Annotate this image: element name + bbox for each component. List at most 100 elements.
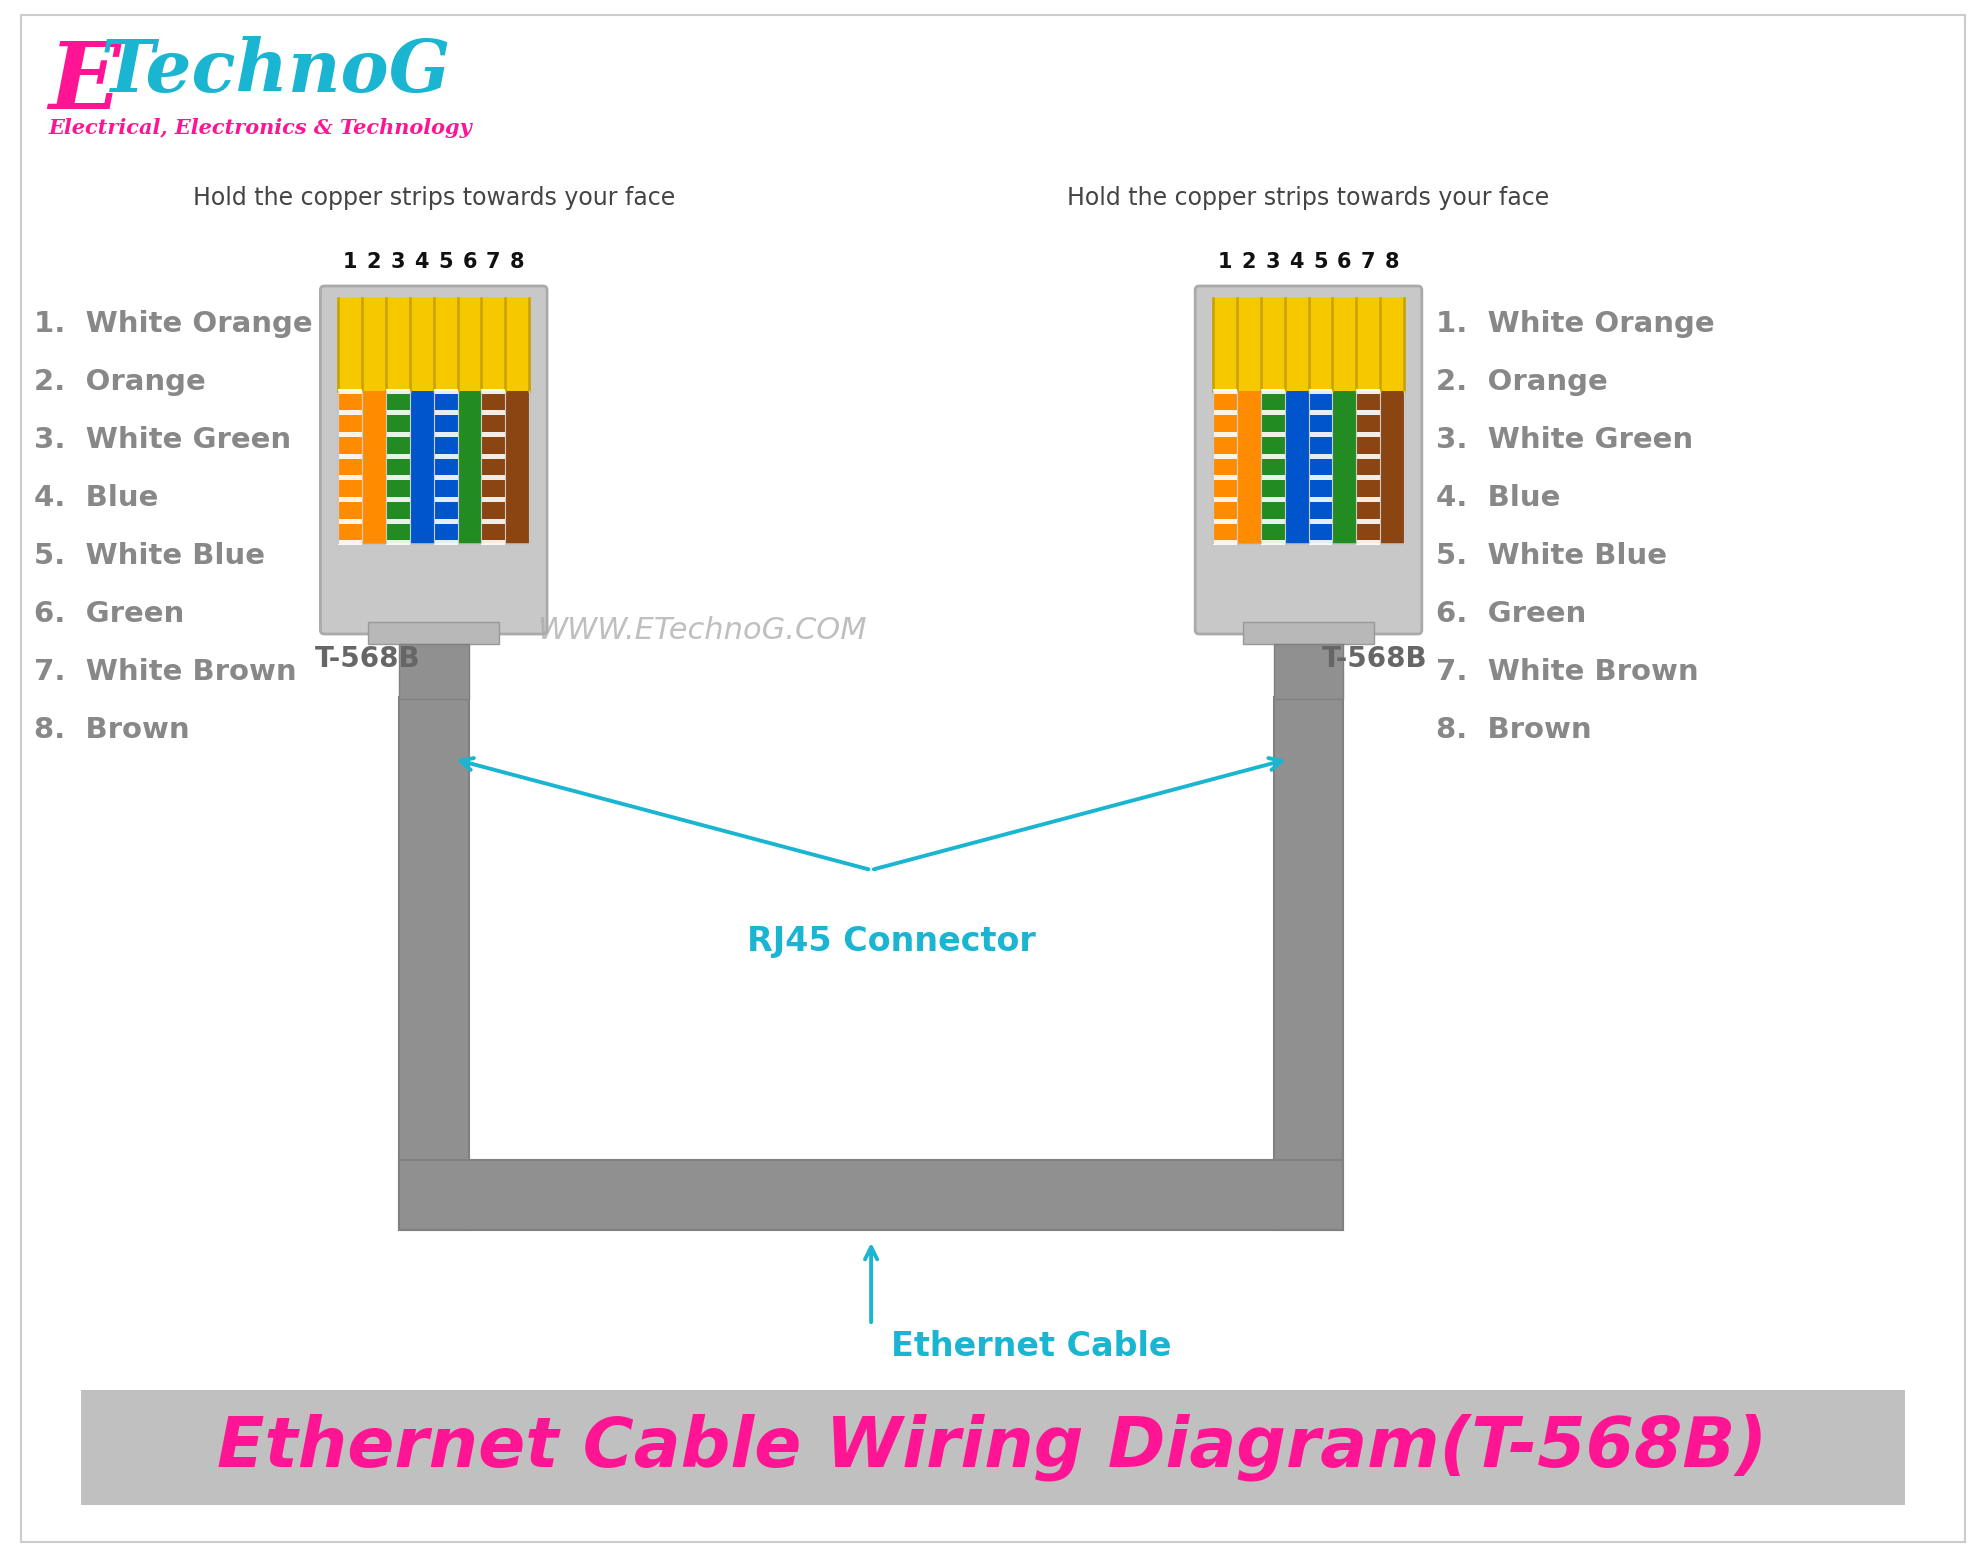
Text: 5.  White Blue: 5. White Blue — [1435, 542, 1667, 570]
Bar — [1308, 409, 1332, 416]
Text: Hold the copper strips towards your face: Hold the copper strips towards your face — [1068, 185, 1550, 210]
Bar — [482, 518, 506, 523]
Text: 7: 7 — [486, 252, 500, 272]
Text: 8: 8 — [510, 252, 524, 272]
Bar — [385, 497, 409, 501]
Bar — [1308, 540, 1332, 545]
Bar — [337, 391, 361, 543]
Bar — [433, 409, 459, 416]
Text: E: E — [48, 37, 119, 128]
Bar — [1260, 540, 1284, 545]
Text: 1.  White Orange: 1. White Orange — [1435, 310, 1715, 338]
Bar — [1274, 645, 1344, 699]
Bar — [433, 389, 459, 394]
Text: 2.  Orange: 2. Orange — [34, 367, 206, 395]
Text: 5: 5 — [439, 252, 453, 272]
Text: 1.  White Orange: 1. White Orange — [34, 310, 314, 338]
Bar — [1213, 453, 1237, 459]
Bar — [1274, 698, 1344, 1230]
Bar — [482, 540, 506, 545]
Text: 2: 2 — [1241, 252, 1257, 272]
Text: 7: 7 — [1362, 252, 1376, 272]
Bar — [482, 497, 506, 501]
Bar — [1237, 391, 1260, 543]
Bar — [1260, 391, 1284, 543]
Text: 6.  Green: 6. Green — [1435, 599, 1586, 627]
Bar — [337, 453, 361, 459]
Text: 6: 6 — [1338, 252, 1352, 272]
Bar — [1356, 475, 1380, 480]
Text: 4.  Blue: 4. Blue — [34, 484, 159, 512]
Bar — [1260, 389, 1284, 394]
Bar — [367, 621, 500, 645]
Bar — [385, 475, 409, 480]
Bar — [1356, 453, 1380, 459]
Bar — [1213, 497, 1237, 501]
Bar — [482, 409, 506, 416]
Text: RJ45 Connector: RJ45 Connector — [746, 925, 1036, 958]
Text: 3: 3 — [391, 252, 405, 272]
Text: T-568B: T-568B — [1322, 645, 1427, 673]
Bar — [1356, 391, 1380, 543]
Bar — [433, 518, 459, 523]
Text: Ethernet Cable Wiring Diagram(T-568B): Ethernet Cable Wiring Diagram(T-568B) — [216, 1414, 1767, 1481]
Text: 8: 8 — [1386, 252, 1399, 272]
FancyBboxPatch shape — [1195, 286, 1421, 634]
Bar — [482, 389, 506, 394]
Bar — [337, 297, 530, 543]
Bar — [1213, 409, 1237, 416]
Bar — [361, 391, 385, 543]
Bar — [337, 389, 361, 394]
Text: TechnoG: TechnoG — [101, 36, 451, 107]
Bar — [482, 391, 506, 543]
Text: 8.  Brown: 8. Brown — [1435, 716, 1592, 744]
Bar — [433, 475, 459, 480]
Bar — [385, 391, 409, 543]
Text: 6: 6 — [463, 252, 476, 272]
Bar — [1308, 497, 1332, 501]
Bar — [433, 540, 459, 545]
Bar — [337, 475, 361, 480]
Bar — [506, 391, 530, 543]
Bar — [337, 431, 361, 438]
Text: 8.  Brown: 8. Brown — [34, 716, 191, 744]
Text: 3: 3 — [1266, 252, 1280, 272]
Bar — [1356, 518, 1380, 523]
Bar — [385, 409, 409, 416]
Bar — [385, 518, 409, 523]
Bar — [1213, 431, 1237, 438]
Bar — [1308, 431, 1332, 438]
Bar — [1260, 431, 1284, 438]
Text: 7.  White Brown: 7. White Brown — [34, 659, 296, 687]
Bar — [1356, 497, 1380, 501]
Bar — [1308, 389, 1332, 394]
Bar — [482, 475, 506, 480]
Bar — [337, 518, 361, 523]
Bar — [1260, 409, 1284, 416]
Bar — [1260, 497, 1284, 501]
Bar — [1356, 389, 1380, 394]
Bar — [1213, 518, 1237, 523]
Text: 3.  White Green: 3. White Green — [34, 427, 292, 455]
Bar — [1308, 391, 1332, 543]
Bar — [1213, 540, 1237, 545]
Bar — [1260, 518, 1284, 523]
Text: Electrical, Electronics & Technology: Electrical, Electronics & Technology — [48, 118, 472, 139]
Text: 3.  White Green: 3. White Green — [1435, 427, 1693, 455]
Bar — [433, 391, 459, 543]
Text: T-568B: T-568B — [314, 645, 421, 673]
Bar — [337, 409, 361, 416]
Bar — [399, 645, 468, 699]
Bar — [433, 453, 459, 459]
Text: 4.  Blue: 4. Blue — [1435, 484, 1560, 512]
Text: WWW.ETechnoG.COM: WWW.ETechnoG.COM — [538, 615, 867, 645]
Bar — [385, 453, 409, 459]
Bar — [1308, 475, 1332, 480]
Text: 5.  White Blue: 5. White Blue — [34, 542, 266, 570]
Text: 1: 1 — [343, 252, 357, 272]
Bar — [433, 431, 459, 438]
Text: 4: 4 — [415, 252, 429, 272]
Bar — [385, 431, 409, 438]
Text: Hold the copper strips towards your face: Hold the copper strips towards your face — [193, 185, 675, 210]
Bar — [1308, 453, 1332, 459]
